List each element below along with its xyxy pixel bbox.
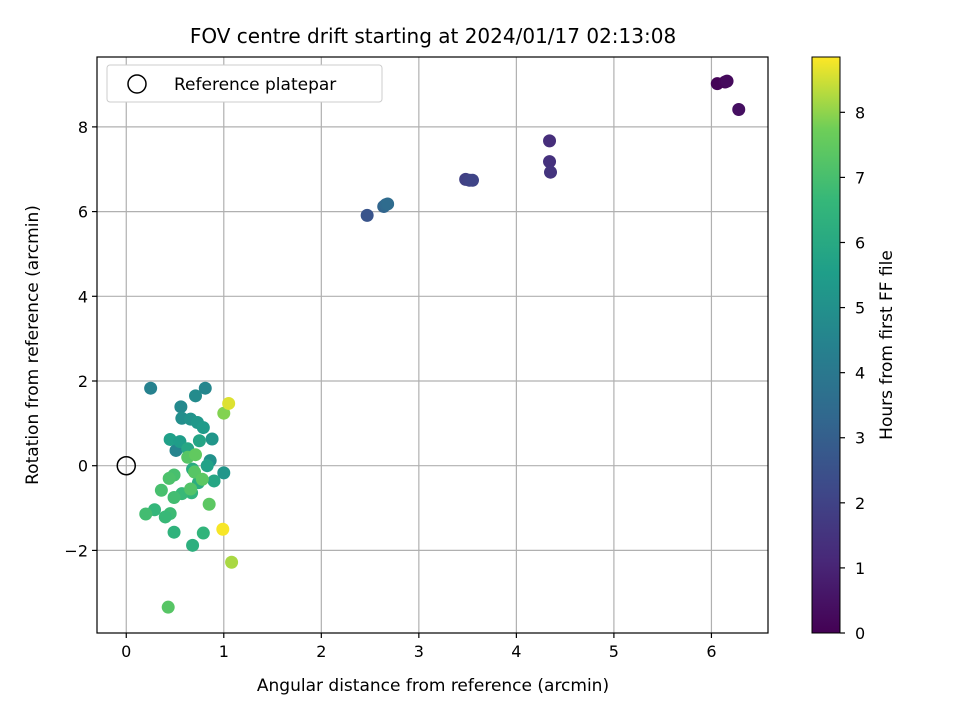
data-point	[174, 400, 188, 414]
x-axis-ticks: 0 1 2 3 4 5 6	[121, 633, 717, 661]
data-point	[186, 538, 200, 552]
colorbar-tick-label: 2	[855, 494, 865, 513]
x-tick-label: 5	[609, 642, 619, 661]
data-point	[543, 134, 557, 148]
data-point	[189, 389, 203, 403]
data-point	[167, 525, 181, 539]
data-point	[205, 432, 219, 446]
y-tick-label: 8	[78, 118, 88, 137]
data-point	[198, 381, 212, 395]
data-point	[465, 173, 479, 187]
y-tick-label: 6	[78, 203, 88, 222]
data-point	[196, 421, 210, 435]
x-tick-label: 3	[414, 642, 424, 661]
x-axis-label: Angular distance from reference (arcmin)	[257, 676, 609, 696]
y-tick-label: 2	[78, 372, 88, 391]
y-axis-ticks: −2 0 2 4 6 8	[64, 118, 97, 560]
data-point	[720, 74, 734, 88]
y-tick-label: 4	[78, 287, 88, 306]
data-point	[207, 474, 221, 488]
colorbar-tick-label: 6	[855, 233, 865, 252]
y-tick-label: 0	[78, 457, 88, 476]
legend-box	[106, 64, 383, 103]
plot-frame	[96, 56, 769, 634]
x-tick-label: 2	[316, 642, 326, 661]
chart-title: FOV centre drift starting at 2024/01/17 …	[190, 24, 676, 48]
data-point	[544, 165, 558, 179]
colorbar-tick-label: 8	[855, 103, 865, 122]
data-point	[192, 434, 206, 448]
data-point	[195, 472, 209, 486]
colorbar-tick-label: 3	[855, 429, 865, 448]
data-point	[167, 490, 181, 504]
x-tick-label: 6	[706, 642, 716, 661]
x-tick-label: 4	[511, 642, 521, 661]
x-tick-label: 0	[121, 642, 131, 661]
colorbar-tick-label: 5	[855, 299, 865, 318]
legend: Reference platepar	[106, 64, 383, 103]
colorbar-tick-label: 0	[855, 624, 865, 643]
colorbar: 0 1 2 3 4 5 6 7 8 Hours from first FF file	[811, 56, 897, 643]
reference-platepar-marker	[116, 455, 137, 476]
x-tick-label: 1	[219, 642, 229, 661]
plot-background	[97, 57, 768, 633]
data-point	[217, 406, 231, 420]
legend-reference-label: Reference platepar	[174, 75, 336, 95]
data-point	[202, 497, 216, 511]
colorbar-ticks: 0 1 2 3 4 5 6 7 8	[840, 103, 865, 643]
data-point	[225, 555, 239, 569]
data-point	[200, 459, 214, 473]
colorbar-tick-label: 1	[855, 559, 865, 578]
data-point	[144, 381, 158, 395]
data-point	[196, 526, 210, 540]
data-point	[154, 483, 168, 497]
data-point	[161, 600, 175, 614]
data-point	[162, 471, 176, 485]
legend-reference-marker	[127, 74, 147, 94]
data-point	[732, 103, 746, 117]
data-point	[184, 482, 198, 496]
data-point	[360, 208, 374, 222]
data-points	[139, 74, 746, 614]
data-point	[158, 510, 172, 524]
colorbar-tick-label: 7	[855, 168, 865, 187]
data-point	[222, 396, 236, 410]
y-tick-label: −2	[64, 541, 88, 560]
y-axis-label: Rotation from reference (arcmin)	[23, 205, 43, 485]
data-point	[139, 507, 153, 521]
data-point	[381, 197, 395, 211]
data-point	[216, 522, 230, 536]
data-point	[189, 448, 203, 462]
colorbar-gradient	[811, 56, 841, 634]
data-point	[163, 432, 177, 446]
plot-area: 0 1 2 3 4 5 6 −2 0 2 4 6 8	[64, 56, 769, 661]
colorbar-tick-label: 4	[855, 364, 865, 383]
colorbar-label: Hours from first FF file	[877, 250, 897, 440]
data-point	[217, 466, 231, 480]
data-point	[543, 155, 557, 169]
